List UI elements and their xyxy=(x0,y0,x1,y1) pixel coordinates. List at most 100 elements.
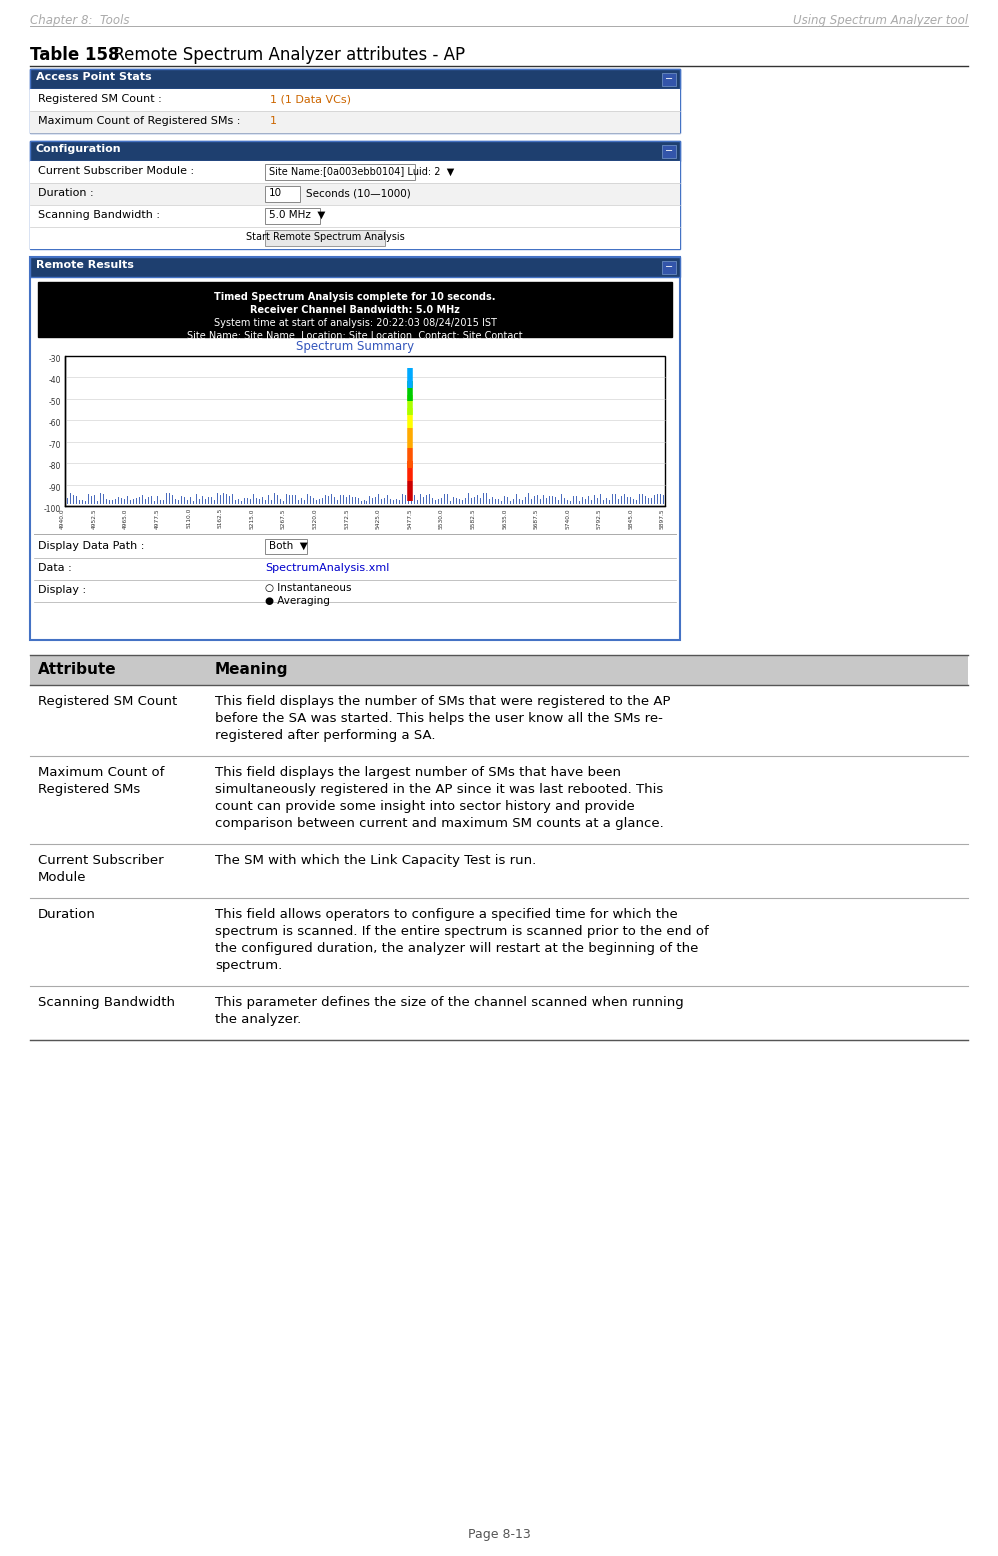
Bar xyxy=(30,756,968,843)
Text: 5530.0: 5530.0 xyxy=(439,507,444,529)
Bar xyxy=(30,160,680,184)
Text: 5477.5: 5477.5 xyxy=(407,507,412,529)
Text: Maximum Count of: Maximum Count of xyxy=(38,766,165,780)
Text: Attribute: Attribute xyxy=(38,661,117,677)
Text: the configured duration, the analyzer will restart at the beginning of the: the configured duration, the analyzer wi… xyxy=(215,941,699,955)
Text: 5740.0: 5740.0 xyxy=(565,507,570,529)
Text: -80: -80 xyxy=(49,462,61,471)
Text: SpectrumAnalysis.xml: SpectrumAnalysis.xml xyxy=(265,563,389,573)
Text: Start Remote Spectrum Analysis: Start Remote Spectrum Analysis xyxy=(246,232,404,243)
Bar xyxy=(265,230,385,246)
Text: count can provide some insight into sector history and provide: count can provide some insight into sect… xyxy=(215,800,635,812)
Text: Scanning Bandwidth: Scanning Bandwidth xyxy=(38,996,175,1008)
Text: Seconds (10—1000): Seconds (10—1000) xyxy=(306,188,411,198)
Text: 5635.0: 5635.0 xyxy=(502,507,507,529)
Text: 4965.0: 4965.0 xyxy=(123,507,128,529)
Bar xyxy=(662,73,676,86)
Bar xyxy=(65,356,665,506)
Text: the analyzer.: the analyzer. xyxy=(215,1013,301,1025)
Text: -60: -60 xyxy=(49,419,61,428)
Text: -50: -50 xyxy=(49,398,61,406)
Text: Receiver Channel Bandwidth: 5.0 MHz: Receiver Channel Bandwidth: 5.0 MHz xyxy=(250,305,460,314)
Bar xyxy=(30,205,680,227)
Text: Module: Module xyxy=(38,871,87,884)
Text: Current Subscriber: Current Subscriber xyxy=(38,854,164,867)
Text: −: − xyxy=(665,261,673,272)
Text: 1: 1 xyxy=(270,117,277,126)
Bar xyxy=(30,68,680,132)
Text: 5215.0: 5215.0 xyxy=(250,507,254,529)
Text: 5897.5: 5897.5 xyxy=(660,507,665,529)
Text: 5687.5: 5687.5 xyxy=(534,507,539,529)
Text: Remote Results: Remote Results xyxy=(36,260,134,271)
Bar xyxy=(30,110,680,132)
Bar xyxy=(30,987,968,1039)
Bar xyxy=(265,538,307,554)
Text: 5320.0: 5320.0 xyxy=(312,507,317,529)
Bar xyxy=(30,655,968,685)
Text: registered after performing a SA.: registered after performing a SA. xyxy=(215,730,435,742)
Text: Site Name: Site Name  Location: Site Location  Contact: Site Contact: Site Name: Site Name Location: Site Loca… xyxy=(188,331,523,341)
Text: 5372.5: 5372.5 xyxy=(344,507,349,529)
Text: 4977.5: 4977.5 xyxy=(155,507,160,529)
Text: 5792.5: 5792.5 xyxy=(597,507,602,529)
Bar xyxy=(30,227,680,249)
Text: Display :: Display : xyxy=(38,585,86,594)
Text: Timed Spectrum Analysis complete for 10 seconds.: Timed Spectrum Analysis complete for 10 … xyxy=(215,293,496,302)
Text: Duration :: Duration : xyxy=(38,188,94,198)
Bar xyxy=(30,184,680,205)
Text: 1 (1 Data VCs): 1 (1 Data VCs) xyxy=(270,93,351,104)
Bar xyxy=(265,209,320,224)
Text: 4952.5: 4952.5 xyxy=(92,507,97,529)
Text: Registered SMs: Registered SMs xyxy=(38,783,141,797)
Bar xyxy=(265,187,300,202)
Text: -90: -90 xyxy=(49,484,61,493)
Text: Configuration: Configuration xyxy=(36,145,122,154)
Text: Scanning Bandwidth :: Scanning Bandwidth : xyxy=(38,210,160,219)
Bar xyxy=(265,163,415,180)
Bar xyxy=(30,89,680,110)
Bar xyxy=(30,68,680,89)
Text: simultaneously registered in the AP since it was last rebooted. This: simultaneously registered in the AP sinc… xyxy=(215,783,664,797)
Text: Remote Spectrum Analyzer attributes - AP: Remote Spectrum Analyzer attributes - AP xyxy=(108,47,465,64)
Text: Spectrum Summary: Spectrum Summary xyxy=(296,341,414,353)
Text: Current Subscriber Module :: Current Subscriber Module : xyxy=(38,166,195,176)
Text: Chapter 8:  Tools: Chapter 8: Tools xyxy=(30,14,130,26)
Text: comparison between current and maximum SM counts at a glance.: comparison between current and maximum S… xyxy=(215,817,664,829)
Text: 4940.0: 4940.0 xyxy=(60,507,65,529)
Bar xyxy=(30,898,968,987)
Text: -70: -70 xyxy=(49,440,61,450)
Text: Data :: Data : xyxy=(38,563,72,573)
Text: 5425.0: 5425.0 xyxy=(376,507,381,529)
Text: Using Spectrum Analyzer tool: Using Spectrum Analyzer tool xyxy=(792,14,968,26)
Text: −: − xyxy=(665,146,673,156)
Text: ● Averaging: ● Averaging xyxy=(265,596,330,605)
Text: System time at start of analysis: 20:22:03 08/24/2015 IST: System time at start of analysis: 20:22:… xyxy=(214,317,496,328)
Text: -100: -100 xyxy=(44,506,61,513)
Text: 5582.5: 5582.5 xyxy=(470,507,475,529)
Text: Registered SM Count: Registered SM Count xyxy=(38,696,178,708)
Text: Meaning: Meaning xyxy=(215,661,288,677)
Bar xyxy=(30,257,680,640)
Text: This field allows operators to configure a specified time for which the: This field allows operators to configure… xyxy=(215,909,678,921)
Text: 5267.5: 5267.5 xyxy=(281,507,286,529)
Bar xyxy=(662,261,676,274)
Text: spectrum.: spectrum. xyxy=(215,958,282,972)
Text: 5845.0: 5845.0 xyxy=(629,507,634,529)
Text: Duration: Duration xyxy=(38,909,96,921)
Text: Table 158: Table 158 xyxy=(30,47,120,64)
Text: -30: -30 xyxy=(49,355,61,364)
Bar xyxy=(30,843,968,898)
Bar xyxy=(30,142,680,160)
Bar xyxy=(30,685,968,756)
Text: −: − xyxy=(665,75,673,84)
Text: spectrum is scanned. If the entire spectrum is scanned prior to the end of: spectrum is scanned. If the entire spect… xyxy=(215,924,709,938)
Bar xyxy=(38,282,672,338)
Text: 5.0 MHz  ▼: 5.0 MHz ▼ xyxy=(269,210,325,219)
Text: before the SA was started. This helps the user know all the SMs re-: before the SA was started. This helps th… xyxy=(215,713,663,725)
Text: This field displays the number of SMs that were registered to the AP: This field displays the number of SMs th… xyxy=(215,696,671,708)
Text: Maximum Count of Registered SMs :: Maximum Count of Registered SMs : xyxy=(38,117,241,126)
Text: This field displays the largest number of SMs that have been: This field displays the largest number o… xyxy=(215,766,621,780)
Text: -40: -40 xyxy=(49,377,61,386)
Text: Access Point Stats: Access Point Stats xyxy=(36,72,152,82)
